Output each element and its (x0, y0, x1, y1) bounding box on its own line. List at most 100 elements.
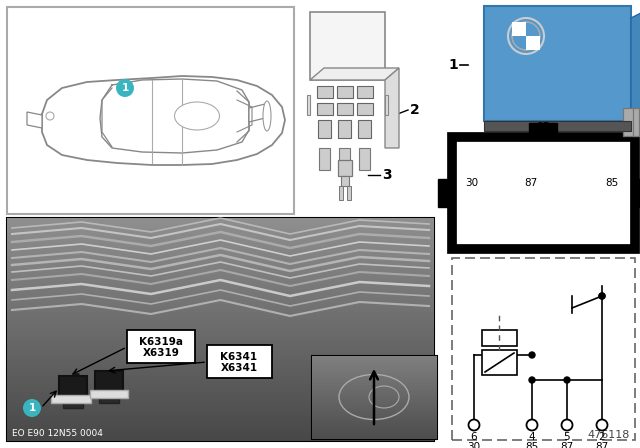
Bar (7, 412, 434, 413)
Bar (312, 436, 437, 437)
Bar (7, 254, 434, 255)
Bar (312, 420, 437, 421)
Bar (312, 410, 437, 411)
Bar (7, 318, 434, 319)
Bar (312, 362, 437, 363)
Bar (7, 375, 434, 376)
Bar (312, 360, 437, 361)
Bar (7, 362, 434, 363)
Bar (312, 357, 437, 358)
Bar (7, 396, 434, 397)
Polygon shape (484, 121, 640, 126)
Bar (307, 95, 310, 115)
Bar (312, 361, 437, 362)
Bar (7, 344, 434, 345)
Text: 2: 2 (598, 432, 605, 442)
Bar (7, 425, 434, 426)
Bar (317, 103, 333, 115)
Bar (312, 427, 437, 428)
Bar (7, 287, 434, 288)
Bar (7, 360, 434, 361)
Bar (359, 148, 370, 170)
Bar (7, 241, 434, 242)
Circle shape (116, 79, 134, 97)
Bar (7, 387, 434, 388)
Bar (7, 220, 434, 221)
Bar (7, 361, 434, 362)
Bar (312, 430, 437, 431)
Polygon shape (310, 68, 399, 80)
Bar (312, 401, 437, 402)
Bar (7, 354, 434, 355)
Bar (7, 402, 434, 403)
Bar (7, 306, 434, 307)
Bar (312, 368, 437, 369)
Bar (7, 352, 434, 353)
Bar (312, 382, 437, 383)
Circle shape (512, 22, 540, 50)
Bar (59, 376, 87, 398)
Bar (7, 292, 434, 293)
Bar (312, 398, 437, 399)
Bar (7, 349, 434, 350)
Bar (7, 302, 434, 303)
Text: 85: 85 (525, 442, 539, 448)
Bar (7, 358, 434, 359)
Bar (312, 387, 437, 388)
Bar (312, 384, 437, 385)
Bar (7, 397, 434, 398)
Bar (312, 396, 437, 397)
Bar (312, 393, 437, 394)
Bar (623, 108, 637, 136)
Bar (512, 22, 526, 36)
Bar (7, 336, 434, 337)
Bar (312, 419, 437, 420)
Bar (7, 322, 434, 323)
Bar (7, 417, 434, 418)
Circle shape (527, 419, 538, 431)
Bar (7, 297, 434, 298)
Bar (7, 269, 434, 270)
Bar (7, 437, 434, 438)
Bar (319, 148, 330, 170)
Bar (7, 331, 434, 332)
Bar (310, 12, 385, 80)
Bar (7, 223, 434, 224)
Bar (7, 303, 434, 304)
Bar (7, 391, 434, 392)
Bar (7, 428, 434, 429)
Circle shape (529, 352, 535, 358)
Text: 30: 30 (467, 442, 481, 448)
Bar (312, 421, 437, 422)
Bar (7, 432, 434, 433)
Bar (7, 351, 434, 352)
Bar (312, 402, 437, 403)
Bar (7, 246, 434, 247)
Bar (438, 179, 452, 207)
Bar (385, 95, 388, 115)
Text: EO E90 12N55 0004: EO E90 12N55 0004 (12, 428, 103, 438)
Bar (7, 270, 434, 271)
Bar (633, 108, 640, 136)
Bar (7, 328, 434, 329)
Bar (7, 265, 434, 266)
Bar (7, 256, 434, 257)
Bar (312, 423, 437, 424)
Bar (312, 434, 437, 435)
Bar (312, 409, 437, 410)
Bar (7, 356, 434, 357)
Bar (312, 392, 437, 393)
Bar (7, 427, 434, 428)
Bar (7, 259, 434, 260)
Bar (7, 250, 434, 251)
Bar (7, 374, 434, 375)
Bar (312, 404, 437, 405)
Bar (7, 343, 434, 344)
Bar (7, 222, 434, 223)
Bar (357, 103, 373, 115)
Bar (339, 186, 343, 200)
Bar (7, 252, 434, 253)
Bar (7, 401, 434, 402)
Bar (312, 405, 437, 406)
Bar (7, 411, 434, 412)
